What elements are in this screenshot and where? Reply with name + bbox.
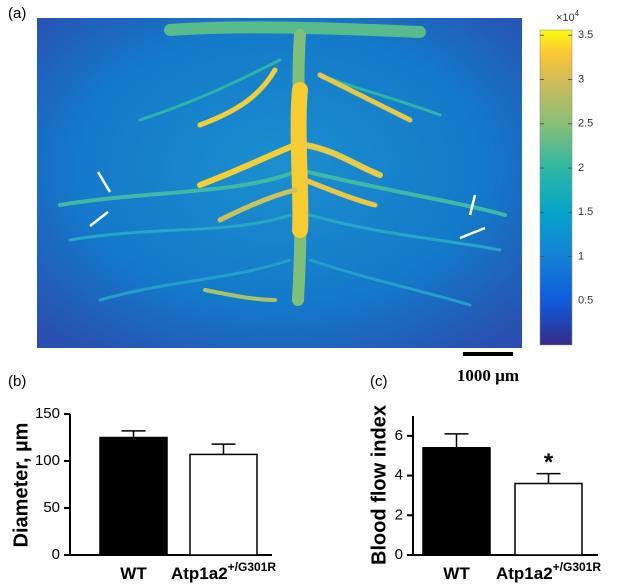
y-tick-label: 150 — [35, 405, 60, 422]
panel-label: (a) — [8, 5, 26, 22]
y-tick-label: 0 — [52, 546, 60, 563]
panel-label: (b) — [8, 373, 26, 390]
category-name: Atp1a2 — [171, 564, 228, 583]
panel-label: (c) — [370, 373, 388, 390]
x-tick-label: WT — [120, 564, 147, 583]
bar — [189, 453, 258, 556]
colorbar-tick-label: 2.5 — [578, 118, 593, 130]
colorbar-multiplier: ×104 — [556, 9, 580, 24]
y-axis-title: Diameter, µm — [10, 423, 32, 548]
y-tick-label: 4 — [395, 467, 403, 484]
category-name: Atp1a2 — [496, 564, 553, 583]
x-tick-label: Atp1a2+/G301R — [496, 560, 601, 583]
category-superscript: +/G301R — [228, 560, 277, 574]
multiplier-exponent: 4 — [575, 9, 580, 18]
colorbar — [539, 29, 573, 346]
y-tick-label: 50 — [43, 499, 60, 516]
scale-bar-label: 1000 µm — [457, 366, 519, 385]
vessel-image — [37, 18, 522, 348]
annotation: * — [544, 449, 554, 476]
y-tick-label: 6 — [395, 427, 403, 444]
x-tick-label: Atp1a2+/G301R — [171, 560, 276, 583]
bar — [99, 436, 168, 556]
colorbar-tick-label: 1 — [578, 250, 584, 262]
x-tick-label: WT — [443, 564, 470, 583]
category-name: WT — [443, 564, 470, 583]
category-name: WT — [120, 564, 147, 583]
y-tick-label: 2 — [395, 506, 403, 523]
y-axis-title: Blood flow index — [368, 405, 390, 565]
colorbar-tick-label: 2 — [578, 162, 584, 174]
colorbar-tick-label: 1.5 — [578, 206, 593, 218]
y-tick-label: 0 — [395, 546, 403, 563]
colorbar-tick-label: 3.5 — [578, 29, 593, 41]
category-superscript: +/G301R — [553, 560, 602, 574]
bar — [422, 447, 491, 556]
colorbar-tick-label: 3 — [578, 73, 584, 85]
colorbar-tick-label: 0.5 — [578, 295, 593, 307]
y-tick-label: 100 — [35, 452, 60, 469]
multiplier-base: ×10 — [556, 12, 575, 24]
bar — [514, 482, 583, 556]
